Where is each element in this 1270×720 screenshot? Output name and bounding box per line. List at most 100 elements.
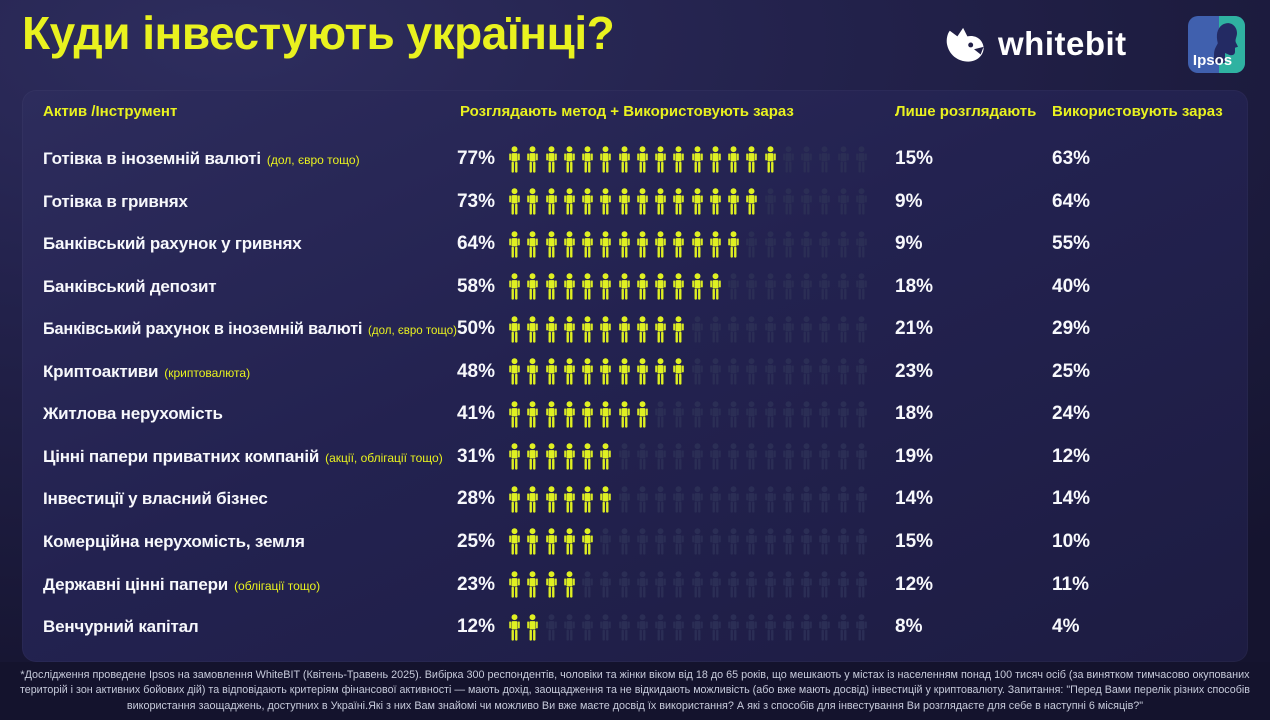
- person-icon: [509, 571, 520, 598]
- person-icon: [837, 358, 849, 385]
- person-icon: [600, 273, 612, 300]
- row-label-cell: Інвестиції у власний бізнес: [43, 489, 274, 509]
- person-icon: [673, 528, 685, 556]
- person-icon: [527, 188, 539, 215]
- person-icon: [527, 145, 539, 173]
- person-icon: [582, 528, 593, 556]
- person-icon: [600, 315, 612, 343]
- person-icon: [764, 315, 776, 343]
- person-icon: [764, 230, 776, 258]
- person-icon: [801, 188, 812, 215]
- person-icon: [801, 613, 812, 641]
- person-icon: [819, 230, 831, 258]
- person-icon: [801, 528, 812, 556]
- row-note: (дол, євро тощо): [368, 323, 457, 338]
- person-icon: [691, 613, 703, 641]
- person-icon: [582, 613, 593, 641]
- person-icon: [764, 613, 776, 641]
- person-icon: [563, 571, 575, 598]
- person-icon: [582, 273, 593, 300]
- row-note: (акції, облігації тощо): [325, 450, 443, 465]
- person-icon: [837, 443, 849, 471]
- person-icon: [509, 273, 520, 300]
- pictogram: [508, 358, 868, 386]
- footnote-line: *Дослідження проведене Ipsos на замовлен…: [20, 668, 1250, 681]
- person-icon: [509, 188, 520, 215]
- person-icon: [801, 571, 812, 598]
- row-considering-pct: 12%: [895, 573, 934, 595]
- person-icon: [855, 613, 867, 641]
- person-icon: [600, 613, 612, 641]
- person-icon: [509, 230, 520, 258]
- person-icon: [582, 401, 593, 428]
- whitebit-wordmark: whitebit: [998, 25, 1127, 62]
- person-icon: [618, 443, 630, 471]
- person-icon: [855, 528, 867, 556]
- person-icon: [527, 401, 539, 428]
- person-icon: [709, 315, 721, 343]
- person-icon: [746, 358, 758, 385]
- row-label: Банківський рахунок у гривнях: [43, 234, 302, 254]
- row-using-pct: 11%: [1052, 573, 1089, 595]
- person-icon: [673, 188, 685, 215]
- row-label-cell: Венчурний капітал: [43, 617, 205, 637]
- row-combined-pct: 50%: [456, 318, 495, 340]
- person-icon: [746, 230, 758, 258]
- person-icon: [691, 443, 703, 471]
- person-icon: [655, 315, 666, 343]
- person-icon: [600, 486, 612, 513]
- person-icon: [527, 315, 539, 343]
- person-icon: [746, 571, 758, 598]
- person-icon: [618, 486, 630, 513]
- person-icon: [691, 230, 703, 258]
- person-icon: [582, 230, 593, 258]
- row-label: Готівка в іноземній валюті: [43, 149, 261, 168]
- person-icon: [746, 273, 758, 300]
- person-icon: [673, 145, 685, 173]
- person-icon: [837, 230, 849, 258]
- person-icon: [709, 230, 721, 258]
- person-icon: [636, 571, 648, 598]
- column-header-asset: Актив /Інструмент: [43, 103, 178, 120]
- row-considering-pct: 19%: [895, 445, 934, 467]
- row-using-pct: 64%: [1052, 190, 1091, 212]
- pictogram: [508, 273, 868, 301]
- person-icon: [636, 528, 648, 556]
- person-icon: [527, 230, 539, 258]
- person-icon: [673, 315, 685, 343]
- person-icon: [764, 273, 776, 300]
- person-icon: [691, 273, 703, 300]
- person-icon: [545, 315, 557, 343]
- row-note: (дол, євро тощо): [266, 153, 360, 167]
- person-icon: [509, 145, 520, 173]
- person-icon: [801, 273, 812, 300]
- person-icon: [655, 571, 666, 598]
- person-icon: [764, 358, 776, 385]
- person-icon: [655, 273, 666, 300]
- person-icon: [527, 443, 539, 471]
- person-icon: [509, 613, 520, 641]
- person-icon: [837, 188, 849, 215]
- person-icon: [746, 528, 758, 556]
- person-icon: [691, 315, 703, 343]
- row-combined-pct: 73%: [456, 190, 495, 212]
- person-icon: [801, 145, 812, 173]
- person-icon: [582, 486, 593, 513]
- person-icon: [837, 613, 849, 641]
- person-icon: [563, 486, 575, 513]
- person-icon: [837, 571, 849, 598]
- ipsos-wordmark: Ipsos: [1192, 52, 1233, 69]
- person-icon: [746, 188, 758, 215]
- row-using-pct: 29%: [1052, 318, 1091, 340]
- person-icon: [709, 486, 721, 513]
- person-icon: [709, 528, 721, 556]
- person-icon: [782, 613, 794, 641]
- person-icon: [636, 613, 648, 641]
- person-icon: [728, 145, 739, 173]
- person-icon: [545, 528, 557, 556]
- person-icon: [709, 613, 721, 641]
- row-label: Житлова нерухомість: [43, 404, 223, 424]
- person-icon: [709, 188, 721, 215]
- footnote-line: територій і зон активних бойових дій) та…: [20, 684, 1250, 697]
- person-icon: [655, 145, 666, 173]
